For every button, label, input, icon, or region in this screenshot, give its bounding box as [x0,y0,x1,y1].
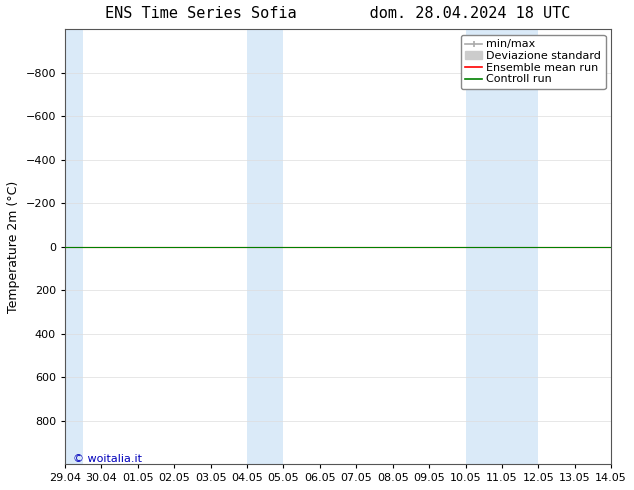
Bar [465,29,538,464]
Legend: min/max, Deviazione standard, Ensemble mean run, Controll run: min/max, Deviazione standard, Ensemble m… [461,35,605,89]
Y-axis label: Temperature 2m (°C): Temperature 2m (°C) [7,181,20,313]
Text: ENS Time Series Sofia        dom. 28.04.2024 18 UTC: ENS Time Series Sofia dom. 28.04.2024 18… [105,6,571,21]
Text: © woitalia.it: © woitalia.it [73,454,142,464]
Bar [65,29,83,464]
Bar [247,29,283,464]
